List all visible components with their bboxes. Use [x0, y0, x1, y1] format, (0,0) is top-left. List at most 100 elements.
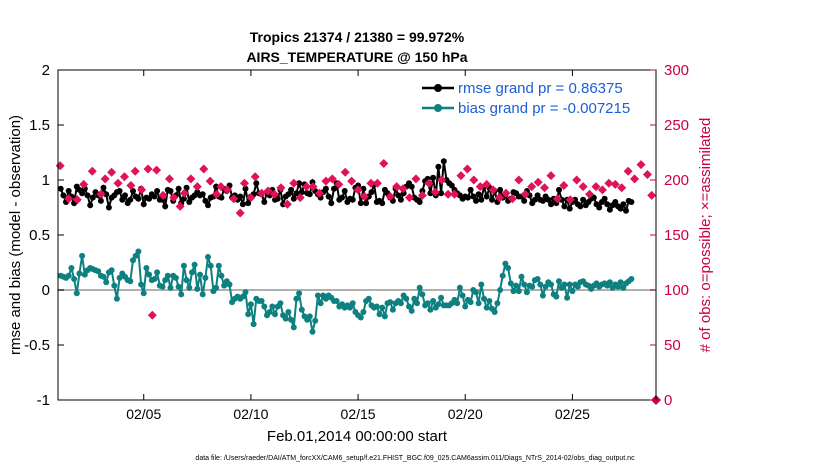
series-0-point	[617, 205, 624, 212]
obs-assimilated-point	[186, 174, 196, 184]
series-0-point	[288, 186, 295, 193]
obs-assimilated-point	[250, 172, 260, 182]
obs-assimilated-point	[130, 166, 140, 176]
obs-assimilated-point	[246, 193, 256, 203]
obs-assimilated-point	[72, 195, 82, 205]
series-0-point	[577, 203, 584, 210]
series-1-point	[406, 303, 412, 310]
series-0-point	[606, 206, 613, 213]
obs-assimilated-point	[137, 185, 147, 195]
series-0-point	[213, 183, 220, 190]
obs-assimilated-point	[533, 177, 543, 187]
series-0-point	[397, 196, 404, 203]
obs-assimilated-point	[578, 182, 588, 192]
obs-assimilated-point	[430, 187, 440, 197]
series-1-point	[199, 291, 206, 298]
series-0-point	[306, 191, 313, 198]
series-0-point	[253, 180, 260, 187]
series-1-point	[454, 300, 461, 307]
series-1-point	[513, 282, 520, 289]
series-0-point	[130, 188, 136, 194]
series-1-point	[553, 293, 560, 300]
obs-assimilated-point	[235, 208, 245, 218]
series-1-point	[481, 295, 487, 302]
series-0-point	[572, 196, 579, 203]
series-0-point	[146, 195, 153, 202]
series-1-point	[427, 306, 434, 313]
series-1-point	[539, 292, 546, 299]
obs-assimilated-point	[385, 192, 395, 201]
series-1-point	[360, 309, 367, 315]
series-0-point	[341, 188, 348, 194]
tick-layer: -1 -0.5 0 0.5 1 1.5 2 0 50 100 150 200 250 300 02/05 02…	[24, 62, 689, 422]
series-0-point	[328, 200, 335, 207]
obs-assimilated-point	[546, 171, 556, 181]
series-1-point	[518, 273, 525, 280]
series-0-point	[408, 183, 415, 190]
series-0-point	[620, 201, 627, 208]
obs-assimilated-point	[269, 189, 279, 199]
obs-assimilated-point	[169, 193, 179, 203]
series-1-point	[202, 274, 209, 281]
series-1-point	[438, 294, 445, 301]
series-0-point	[290, 195, 297, 202]
obs-assimilated-point	[147, 310, 157, 320]
series-0-point	[339, 194, 345, 201]
series-1-point	[459, 292, 466, 299]
series-0-point	[368, 189, 375, 196]
series-1-point	[416, 284, 423, 291]
y2-tick-label: 200	[664, 172, 689, 189]
series-0-point	[545, 196, 552, 203]
obs-assimilated-point	[647, 190, 657, 200]
series-0-point	[325, 193, 332, 200]
series-1-point	[140, 290, 147, 297]
obs-assimilated-point	[559, 181, 569, 190]
series-1-point	[132, 252, 139, 259]
obs-assimilated-point	[295, 193, 305, 203]
obs-assimilated-point	[437, 175, 447, 185]
series-1-point	[494, 300, 501, 307]
y2-tick-label: 0	[664, 392, 672, 409]
series-1-point	[290, 324, 297, 331]
series-1-point	[111, 282, 118, 289]
series-1-point	[178, 291, 185, 298]
obs-assimilated-point	[353, 185, 363, 195]
series-1-point	[205, 254, 211, 260]
series-0-point	[202, 197, 209, 204]
y2-tick-label: 250	[664, 117, 689, 134]
series-0-point	[180, 195, 187, 202]
series-1-point	[499, 272, 506, 279]
series-1-point	[317, 300, 324, 307]
series-1-point	[194, 285, 201, 292]
series-0-point	[84, 192, 91, 199]
obs-assimilated-point	[495, 193, 505, 203]
series-1-point	[135, 248, 142, 255]
x-tick-label: 02/20	[448, 406, 483, 422]
series-1-point	[261, 303, 268, 310]
series-0-point	[590, 194, 597, 201]
series-1-point	[285, 309, 292, 315]
series-1-point	[397, 300, 404, 307]
series-0-point	[285, 191, 292, 198]
series-0-point	[167, 188, 174, 194]
series-1-point	[615, 283, 621, 290]
series-0-point	[561, 203, 568, 210]
series-1-point	[379, 304, 386, 311]
series-0-point	[604, 201, 611, 208]
obs-assimilated-point	[488, 185, 498, 195]
y-axis-label: rmse and bias (model - observation)	[7, 115, 24, 355]
obs-assimilated-point	[302, 182, 312, 192]
series-0-point	[531, 196, 538, 203]
series-0-point	[65, 188, 72, 194]
series-1-point	[569, 288, 576, 295]
series-1-point	[314, 292, 321, 299]
obs-assimilated-point	[597, 185, 607, 195]
series-1-point	[435, 301, 442, 308]
series-0-point	[261, 199, 268, 205]
obs-assimilated-point	[308, 182, 318, 192]
series-1-point	[376, 311, 383, 318]
series-1-point	[473, 289, 479, 296]
series-1-point	[430, 298, 437, 304]
legend: rmse grand pr = 0.86375 bias grand pr = …	[418, 76, 648, 120]
obs-assimilated-point	[340, 167, 350, 177]
